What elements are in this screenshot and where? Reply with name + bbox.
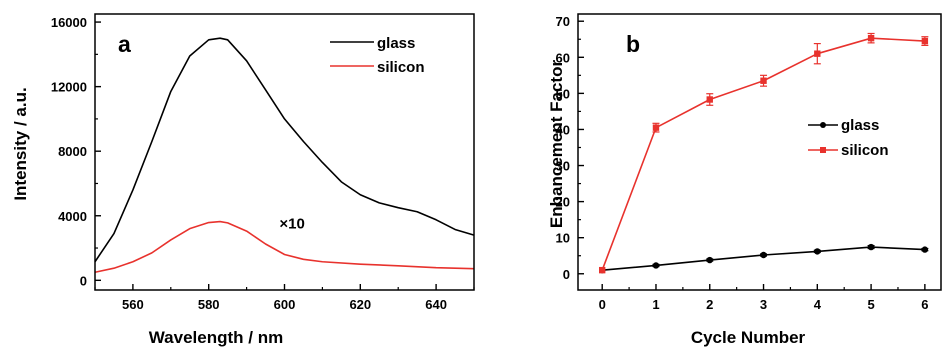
panel-b-series-silicon-point xyxy=(652,124,660,131)
panel-b-series-silicon-point xyxy=(921,37,929,45)
panel-b-y-tick-label: 10 xyxy=(556,231,570,246)
panel-b-legend: glass silicon xyxy=(808,117,889,159)
panel-a-x-tick-labels: 560 580 600 620 640 xyxy=(122,297,447,312)
panel-a-scale-annotation: ×10 xyxy=(279,216,304,233)
panel-b-series-glass-point xyxy=(921,246,929,253)
panel-b-x-axis-title: Cycle Number xyxy=(691,328,806,347)
panel-b-y-tick-label: 70 xyxy=(556,14,570,29)
panel-a-y-tick-labels: 0 4000 8000 12000 16000 xyxy=(51,15,87,288)
panel-b-series-silicon-point xyxy=(760,77,767,84)
panel-b-x-tick-label: 0 xyxy=(599,297,606,312)
panel-b-x-tick-label: 3 xyxy=(760,297,767,312)
panel-a-series-glass-line xyxy=(94,37,475,263)
panel-a-series-layer xyxy=(94,37,475,274)
panel-b-x-tick-label: 4 xyxy=(814,297,822,312)
panel-b-series-glass-point xyxy=(814,248,821,255)
panel-a-legend-glass-label: glass xyxy=(377,35,415,52)
panel-a-y-axis-title: Intensity / a.u. xyxy=(11,87,30,200)
panel-a-letter: a xyxy=(118,31,131,57)
panel-a-y-tick-label: 0 xyxy=(80,273,87,288)
panel-b-series-glass-line xyxy=(602,246,925,271)
panel-a-x-tick-label: 560 xyxy=(122,297,144,312)
panel-b-x-tick-label: 5 xyxy=(867,297,874,312)
panel-a-x-tick-label: 600 xyxy=(274,297,296,312)
panel-b-y-tick-label: 20 xyxy=(556,195,570,210)
panel-a-x-tick-label: 620 xyxy=(349,297,371,312)
panel-b-y-tick-label: 0 xyxy=(563,267,570,282)
panel-a-plot-frame xyxy=(94,13,475,291)
panel-a-x-tick-label: 640 xyxy=(425,297,447,312)
panel-b-series-silicon-point xyxy=(599,266,606,274)
panel-b-series-silicon-point xyxy=(867,34,875,42)
panel-b-y-tick-label: 60 xyxy=(556,50,570,65)
panel-b-x-tick-labels: 0 1 2 3 4 5 6 xyxy=(599,297,929,312)
panel-b-legend-silicon-label: silicon xyxy=(841,142,889,159)
panel-a-x-tick-label: 580 xyxy=(198,297,220,312)
panel-b-ticks xyxy=(578,20,926,290)
panel-b-y-tick-label: 40 xyxy=(556,122,570,137)
panel-b-legend-glass-swatch xyxy=(808,122,838,128)
panel-b-x-tick-label: 1 xyxy=(652,297,659,312)
panel-b-y-tick-label: 30 xyxy=(556,159,570,174)
panel-b-legend-silicon-swatch xyxy=(808,147,838,153)
panel-b-series-silicon-point xyxy=(706,96,713,103)
panel-b-minor-ticks xyxy=(578,38,899,290)
panel-b-legend-glass-label: glass xyxy=(841,117,879,134)
panel-b-x-tick-label: 6 xyxy=(921,297,928,312)
panel-b-series-layer xyxy=(599,32,929,274)
panel-b-y-axis-title: Enhancement Factor xyxy=(547,60,566,229)
panel-a-legend-silicon-label: silicon xyxy=(377,59,425,76)
panel-b-x-tick-label: 2 xyxy=(706,297,713,312)
panel-b-plot-frame xyxy=(577,13,942,291)
panel-a-y-tick-label: 4000 xyxy=(58,209,87,224)
panel-b-series-silicon-point xyxy=(814,50,821,57)
panel-b-y-tick-labels: 0 10 20 30 40 50 60 70 xyxy=(556,14,570,282)
panel-a-series-silicon-line xyxy=(94,220,475,274)
panel-a-legend: glass silicon xyxy=(330,35,425,76)
panel-a-y-tick-label: 16000 xyxy=(51,15,87,30)
panel-a-y-tick-label: 12000 xyxy=(51,80,87,95)
panel-a-chart: 560 580 600 620 640 0 4000 8000 12000 16000 Wave… xyxy=(11,13,475,347)
panel-b-chart: 0 1 2 3 4 5 6 0 10 20 30 40 50 60 70 Cycle Number Enh… xyxy=(547,13,942,347)
panel-b-letter: b xyxy=(626,31,640,57)
panel-a-y-tick-label: 8000 xyxy=(58,144,87,159)
panel-b-series-glass-point xyxy=(867,243,875,251)
panel-b-series-glass-point xyxy=(652,262,660,269)
panel-b-y-tick-label: 50 xyxy=(556,86,570,101)
panel-a-ticks xyxy=(95,21,437,290)
panel-b-series-glass-point xyxy=(760,251,767,259)
panel-b-series-glass-point xyxy=(706,256,713,264)
panel-a-x-axis-title: Wavelength / nm xyxy=(149,328,283,347)
